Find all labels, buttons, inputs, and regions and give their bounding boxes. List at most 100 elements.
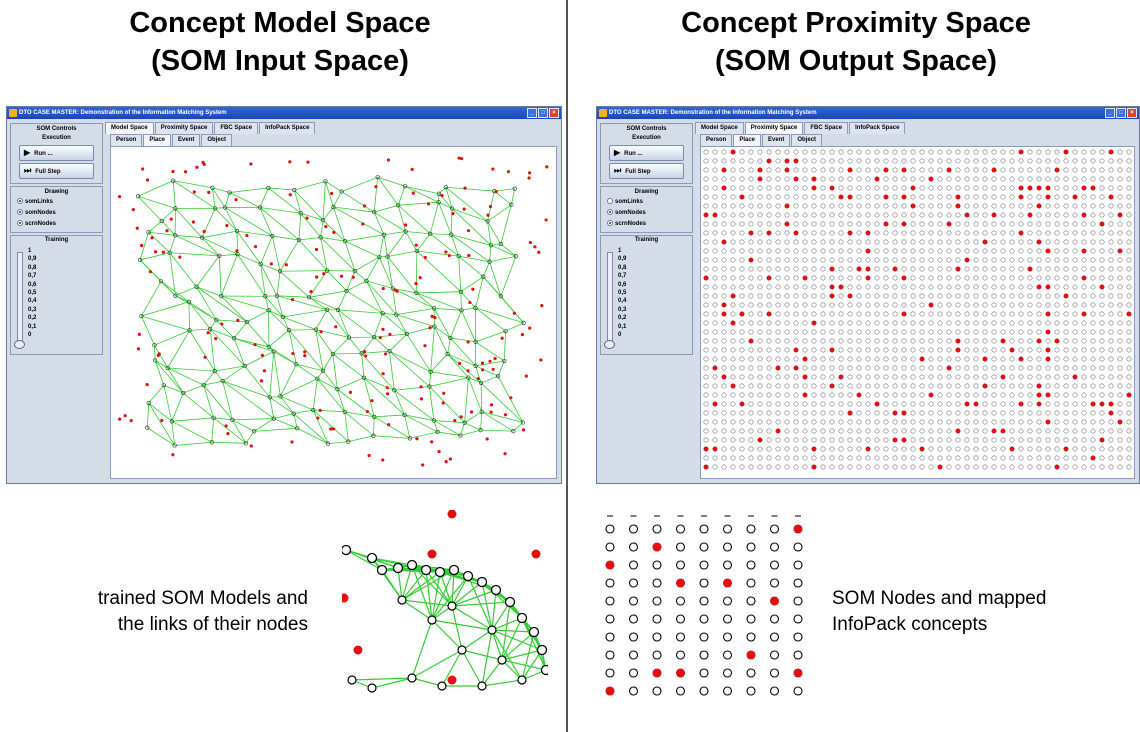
som-node bbox=[802, 428, 808, 434]
som-node bbox=[946, 374, 952, 380]
concept-point bbox=[330, 191, 334, 196]
training-slider-track[interactable] bbox=[17, 252, 23, 348]
scrnnodes-radio[interactable]: scrnNodes bbox=[17, 219, 100, 230]
som-node bbox=[503, 329, 508, 334]
som-link bbox=[491, 617, 523, 631]
tab-proximity-space[interactable]: Proximity Space bbox=[154, 122, 214, 134]
som-node bbox=[746, 524, 756, 534]
som-node bbox=[1081, 167, 1087, 173]
somnodes-radio[interactable]: somNodes bbox=[607, 208, 690, 219]
mapped-concept-node bbox=[1081, 212, 1087, 218]
tab-proximity-space[interactable]: Proximity Space bbox=[744, 122, 804, 134]
som-node bbox=[1063, 401, 1069, 407]
som-node bbox=[973, 338, 979, 344]
som-node bbox=[1081, 149, 1087, 155]
full-step-button[interactable]: ⏭ Full Step bbox=[609, 163, 684, 179]
som-node bbox=[955, 302, 961, 308]
som-node bbox=[1099, 167, 1105, 173]
som-link bbox=[139, 232, 149, 261]
somlinks-radio[interactable]: somLinks bbox=[17, 197, 100, 208]
som-node bbox=[739, 176, 745, 182]
somlinks-radio[interactable]: somLinks bbox=[607, 197, 690, 208]
som-node bbox=[766, 320, 772, 326]
concept-point bbox=[440, 193, 444, 198]
mapped-concept-node bbox=[838, 284, 844, 290]
minimize-icon[interactable]: _ bbox=[1105, 108, 1115, 118]
scrnnodes-label: scrnNodes bbox=[615, 221, 647, 227]
mapped-concept-node bbox=[675, 668, 686, 678]
training-slider-handle[interactable] bbox=[14, 340, 25, 349]
training-slider-track[interactable] bbox=[607, 252, 613, 348]
som-link bbox=[232, 418, 274, 421]
som-node bbox=[991, 464, 997, 470]
som-node bbox=[447, 601, 457, 611]
som-link bbox=[411, 677, 443, 687]
som-node bbox=[1018, 320, 1024, 326]
som-node bbox=[628, 686, 639, 696]
tab-place[interactable]: Place bbox=[143, 134, 172, 146]
som-link bbox=[490, 244, 517, 257]
som-model-canvas[interactable] bbox=[110, 146, 557, 479]
som-node bbox=[1072, 347, 1078, 353]
scrnnodes-radio[interactable]: scrnNodes bbox=[607, 219, 690, 230]
full-step-button[interactable]: ⏭ Full Step bbox=[19, 163, 94, 179]
som-node bbox=[784, 356, 790, 362]
som-node bbox=[1018, 266, 1024, 272]
som-node bbox=[675, 650, 686, 660]
som-node bbox=[739, 185, 745, 191]
minimize-icon[interactable]: _ bbox=[527, 108, 537, 118]
som-node bbox=[1108, 266, 1114, 272]
mapped-concept-node bbox=[1081, 248, 1087, 254]
tab-event[interactable]: Event bbox=[762, 134, 791, 146]
tab-object[interactable]: Object bbox=[791, 134, 823, 146]
som-node bbox=[730, 167, 736, 173]
tab-infopack-space[interactable]: InfoPack Space bbox=[259, 122, 316, 134]
run-button[interactable]: ▶ Run ... bbox=[19, 145, 94, 161]
som-node bbox=[982, 221, 988, 227]
mapped-concept-node bbox=[605, 686, 615, 696]
concept-point bbox=[437, 449, 441, 454]
maximize-icon[interactable]: □ bbox=[1116, 108, 1126, 118]
som-node bbox=[955, 158, 961, 164]
tab-infopack-space[interactable]: InfoPack Space bbox=[849, 122, 906, 134]
som-node bbox=[856, 356, 862, 362]
tab-place[interactable]: Place bbox=[733, 134, 762, 146]
som-node bbox=[946, 347, 952, 353]
som-node bbox=[928, 356, 934, 362]
som-node bbox=[928, 428, 934, 434]
tab-fbc-space[interactable]: FBC Space bbox=[214, 122, 259, 134]
tab-person[interactable]: Person bbox=[110, 134, 143, 146]
som-node bbox=[1000, 149, 1006, 155]
som-link bbox=[188, 301, 190, 331]
som-node bbox=[865, 383, 871, 389]
som-node bbox=[436, 200, 441, 205]
tab-fbc-space[interactable]: FBC Space bbox=[804, 122, 849, 134]
som-node bbox=[730, 356, 736, 362]
tab-person[interactable]: Person bbox=[700, 134, 733, 146]
som-node bbox=[748, 329, 754, 335]
maximize-icon[interactable]: □ bbox=[538, 108, 548, 118]
som-node bbox=[838, 464, 844, 470]
som-link bbox=[332, 206, 346, 242]
run-button[interactable]: ▶ Run ... bbox=[609, 145, 684, 161]
som-node bbox=[991, 158, 997, 164]
som-node bbox=[1108, 293, 1114, 299]
som-node bbox=[1063, 203, 1069, 209]
training-slider-handle[interactable] bbox=[604, 340, 615, 349]
som-node bbox=[910, 176, 916, 182]
somnodes-radio[interactable]: somNodes bbox=[17, 208, 100, 219]
tab-model-space[interactable]: Model Space bbox=[105, 122, 154, 134]
som-node bbox=[919, 176, 925, 182]
tab-object[interactable]: Object bbox=[201, 134, 233, 146]
som-node-grid-canvas[interactable] bbox=[700, 146, 1135, 479]
tab-model-space[interactable]: Model Space bbox=[695, 122, 744, 134]
som-node bbox=[892, 212, 898, 218]
close-icon[interactable]: × bbox=[1127, 108, 1137, 118]
som-node bbox=[919, 347, 925, 353]
close-icon[interactable]: × bbox=[549, 108, 559, 118]
som-node bbox=[946, 230, 952, 236]
tab-event[interactable]: Event bbox=[172, 134, 201, 146]
som-node bbox=[1081, 356, 1087, 362]
som-node bbox=[703, 167, 709, 173]
som-node bbox=[712, 257, 718, 263]
